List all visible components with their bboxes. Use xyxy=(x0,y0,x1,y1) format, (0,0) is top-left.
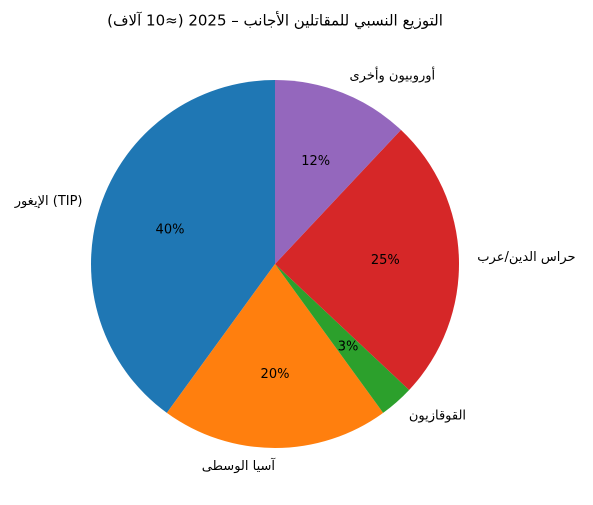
slice-label: أوروبيون وأخرى xyxy=(350,66,436,83)
value-label: 3% xyxy=(338,339,359,354)
slice-label: حراس الدين/عرب xyxy=(477,250,575,265)
pie-slice xyxy=(275,129,459,390)
slice-label: الإيغور (TIP) xyxy=(14,194,83,209)
slice-label: آسيا الوسطى xyxy=(202,457,277,474)
pie-slice xyxy=(166,264,384,449)
pie-slice xyxy=(91,80,275,413)
value-label: 25% xyxy=(371,253,400,268)
pie-slice xyxy=(275,80,401,264)
slice-label: القوقازيون xyxy=(409,408,466,423)
value-label: 12% xyxy=(301,154,330,169)
pie-slice xyxy=(275,264,410,413)
value-label: 20% xyxy=(261,367,290,382)
chart-title: التوزيع النسبي للمقاتلين الأجانب – 2025 … xyxy=(107,11,443,31)
value-label: 40% xyxy=(156,222,185,237)
